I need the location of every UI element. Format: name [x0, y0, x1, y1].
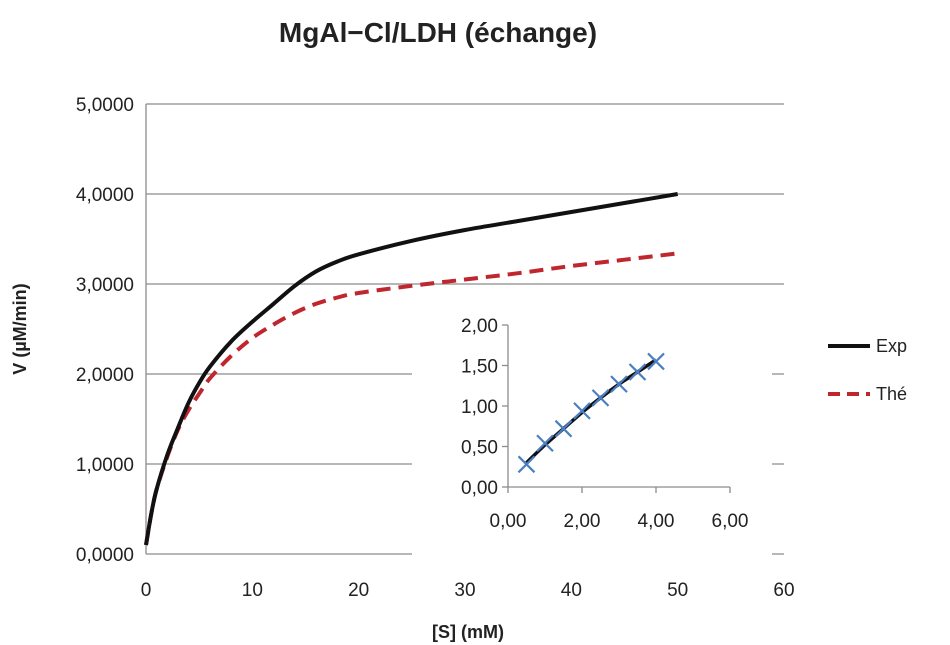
- inset-data-point: [573, 402, 591, 420]
- marker-stroke: [554, 419, 573, 438]
- x-tick-label: 0: [141, 580, 152, 601]
- legend-label: Thé: [876, 384, 907, 404]
- series-line-experimental: [144, 192, 679, 546]
- inset-y-tick-label: 1,00: [461, 397, 498, 418]
- marker-stroke: [591, 389, 610, 407]
- marker-stroke: [517, 455, 536, 474]
- x-tick-label: 40: [561, 580, 582, 601]
- y-tick-label: 3,0000: [76, 275, 134, 296]
- inset-y-tick-label: 0,50: [461, 438, 498, 459]
- inset-y-tick-label: 2,00: [461, 316, 498, 337]
- inset-y-tick-label: 1,50: [461, 357, 498, 378]
- y-tick-label: 2,0000: [76, 365, 134, 386]
- y-tick-label: 0,0000: [76, 545, 134, 566]
- y-tick-label: 5,0000: [76, 95, 134, 116]
- inset-data-point: [647, 352, 665, 371]
- y-tick-label: 1,0000: [76, 455, 134, 476]
- inset-plot-area: 0,00 0,50 1,00 1,50 2,00 0,00 2,00 4,00 6,00: [412, 305, 772, 555]
- inset-data-point: [517, 455, 536, 474]
- x-tick-label: 20: [348, 580, 369, 601]
- inset-x-tick-label: 6,00: [712, 511, 749, 532]
- inset-data-point: [610, 375, 628, 393]
- marker-stroke: [573, 402, 591, 420]
- marker-stroke: [536, 434, 554, 453]
- inset-x-tick-label: 4,00: [638, 511, 675, 532]
- y-tick-label: 4,0000: [76, 185, 134, 206]
- marker-stroke: [610, 375, 628, 393]
- marker-stroke: [647, 352, 665, 371]
- inset-data-point: [591, 389, 610, 407]
- inset-data-point: [628, 363, 647, 381]
- inset-background: [412, 305, 772, 555]
- legend-label: Exp: [876, 336, 907, 356]
- chart-title: MgAl−Cl/LDH (échange): [279, 17, 597, 48]
- inset-data-point: [536, 434, 554, 453]
- x-tick-label: 30: [454, 580, 475, 601]
- legend: Exp Thé: [828, 336, 907, 404]
- inset-x-tick-label: 2,00: [564, 511, 601, 532]
- x-tick-label: 10: [242, 580, 263, 601]
- inset-y-tick-label: 0,00: [461, 478, 498, 499]
- y-axis-title: V (µM/min): [10, 283, 30, 374]
- marker-stroke: [628, 363, 647, 381]
- x-tick-label: 60: [773, 580, 794, 601]
- inset-data-point: [554, 419, 573, 438]
- x-tick-label: 50: [667, 580, 688, 601]
- x-axis-title: [S] (mM): [432, 622, 504, 642]
- inset-x-tick-label: 0,00: [490, 511, 527, 532]
